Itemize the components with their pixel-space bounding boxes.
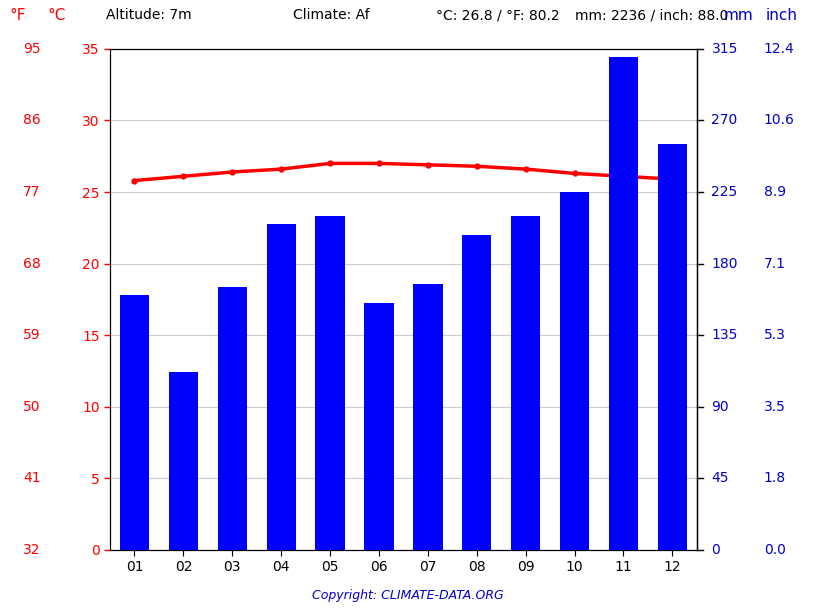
Text: °F: °F bbox=[10, 8, 26, 23]
Text: 41: 41 bbox=[23, 471, 41, 485]
Text: 7.1: 7.1 bbox=[764, 257, 786, 271]
Text: 0.0: 0.0 bbox=[764, 543, 786, 557]
Bar bbox=[267, 224, 296, 550]
Bar bbox=[413, 284, 443, 550]
Text: 270: 270 bbox=[711, 114, 738, 128]
Text: 10.6: 10.6 bbox=[764, 114, 795, 128]
Text: 50: 50 bbox=[24, 400, 41, 414]
Text: 3.5: 3.5 bbox=[764, 400, 786, 414]
Text: mm: mm bbox=[724, 8, 754, 23]
Bar bbox=[120, 295, 149, 550]
Text: inch: inch bbox=[766, 8, 798, 23]
Text: 12.4: 12.4 bbox=[764, 42, 795, 56]
Bar bbox=[169, 371, 198, 550]
Text: 90: 90 bbox=[711, 400, 729, 414]
Bar bbox=[364, 304, 394, 550]
Text: 225: 225 bbox=[711, 185, 738, 199]
Bar bbox=[511, 216, 540, 550]
Text: 8.9: 8.9 bbox=[764, 185, 786, 199]
Text: Climate: Af: Climate: Af bbox=[293, 9, 370, 22]
Text: °C: 26.8 / °F: 80.2: °C: 26.8 / °F: 80.2 bbox=[436, 9, 560, 22]
Text: °C: °C bbox=[47, 8, 66, 23]
Text: 45: 45 bbox=[711, 471, 729, 485]
Text: 68: 68 bbox=[23, 257, 41, 271]
Text: Altitude: 7m: Altitude: 7m bbox=[106, 9, 192, 22]
Text: 86: 86 bbox=[23, 114, 41, 128]
Text: 95: 95 bbox=[23, 42, 41, 56]
Bar bbox=[315, 216, 345, 550]
Text: 315: 315 bbox=[711, 42, 738, 56]
Text: 59: 59 bbox=[23, 328, 41, 342]
Text: 180: 180 bbox=[711, 257, 738, 271]
Bar bbox=[658, 144, 687, 550]
Bar bbox=[462, 235, 491, 550]
Text: 32: 32 bbox=[24, 543, 41, 557]
Text: mm: 2236 / inch: 88.0: mm: 2236 / inch: 88.0 bbox=[575, 9, 728, 22]
Bar bbox=[609, 57, 638, 550]
Text: 0: 0 bbox=[711, 543, 720, 557]
Text: 5.3: 5.3 bbox=[764, 328, 786, 342]
Bar bbox=[218, 287, 247, 550]
Text: 77: 77 bbox=[24, 185, 41, 199]
Text: Copyright: CLIMATE-DATA.ORG: Copyright: CLIMATE-DATA.ORG bbox=[311, 589, 504, 602]
Bar bbox=[560, 192, 589, 550]
Text: 1.8: 1.8 bbox=[764, 471, 786, 485]
Text: 135: 135 bbox=[711, 328, 738, 342]
